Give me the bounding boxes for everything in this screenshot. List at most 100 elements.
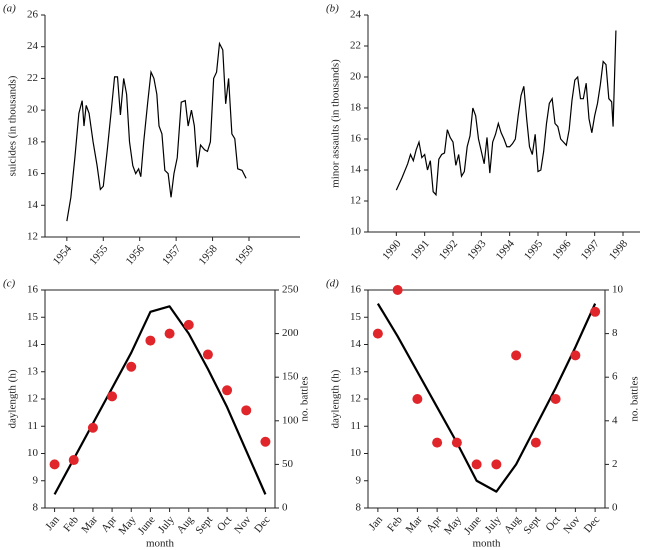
x-tick-label: 1991: [409, 238, 432, 263]
y-tick-label: 11: [27, 420, 38, 432]
panel-label: (b): [326, 3, 339, 15]
x-tick-label: Dec: [252, 514, 273, 535]
data-point: [260, 436, 271, 447]
data-point: [491, 459, 502, 470]
y-axis-label: minor assaults (in thousands): [330, 59, 342, 188]
y-tick-label: 8: [356, 502, 362, 514]
data-point: [145, 335, 156, 346]
data-point: [471, 459, 482, 470]
x-tick-label: Feb: [385, 513, 405, 534]
data-point: [432, 437, 443, 448]
y-tick-label: 12: [27, 393, 38, 405]
x-tick-label: Jan: [43, 513, 62, 532]
y-tick-label: 16: [27, 167, 39, 179]
data-line: [66, 41, 247, 222]
data-line: [395, 30, 617, 197]
data-point: [570, 350, 581, 361]
x-tick-label: 1955: [87, 242, 111, 267]
x-tick-label: Nov: [561, 513, 583, 536]
x-tick-label: 1958: [196, 242, 220, 267]
data-line: [53, 305, 267, 495]
y-tick-label: 15: [350, 311, 362, 323]
plot-frame: [367, 289, 606, 509]
data-point: [183, 319, 194, 330]
y-axis-label: suicides (in thousands): [7, 75, 19, 176]
x-tick-label: July: [156, 513, 177, 535]
y-axis-label: daylength (h): [330, 369, 342, 428]
panel-label: (a): [3, 3, 16, 15]
data-point: [222, 385, 233, 396]
panel-label: (d): [326, 278, 339, 290]
y-tick-label: 24: [350, 9, 362, 21]
data-point: [511, 350, 522, 361]
y-tick-label: 14: [350, 164, 362, 176]
y-tick-label: 10: [27, 447, 39, 459]
data-point: [392, 285, 403, 295]
y-tick-label: 26: [27, 9, 39, 21]
y-tick-label: 14: [27, 199, 39, 211]
y2-tick-label: 4: [612, 414, 618, 426]
y-tick-label: 14: [350, 338, 362, 350]
x-tick-label: Mar: [404, 514, 425, 536]
data-point: [412, 394, 423, 404]
plot-frame: [44, 289, 276, 509]
y-tick-label: 9: [33, 474, 39, 486]
x-tick-label: 1992: [437, 238, 460, 263]
x-tick-label: Aug: [502, 513, 524, 536]
x-tick-label: Nov: [232, 513, 254, 536]
x-tick-label: 1993: [465, 237, 489, 262]
y-tick-label: 18: [27, 135, 39, 147]
y2-tick-label: 6: [612, 371, 618, 383]
y2-tick-label: 0: [612, 502, 618, 514]
x-tick-label: June: [462, 514, 484, 537]
data-point: [550, 394, 561, 404]
data-point: [107, 391, 118, 402]
y2-axis-label: no. battles: [629, 376, 641, 421]
x-tick-label: Sept: [521, 514, 543, 537]
x-tick-label: 1954: [51, 242, 75, 267]
y-tick-label: 16: [27, 284, 39, 296]
y-tick-label: 18: [350, 102, 362, 114]
y-tick-label: 20: [350, 71, 362, 83]
x-tick-label: May: [116, 513, 138, 537]
y-tick-label: 16: [350, 133, 362, 145]
y2-tick-label: 8: [612, 327, 618, 339]
data-point: [68, 455, 79, 466]
x-tick-label: Sept: [193, 514, 215, 537]
y-tick-label: 13: [350, 365, 362, 377]
data-point: [164, 328, 175, 339]
y-tick-label: 16: [350, 284, 362, 296]
data-point: [590, 306, 601, 317]
y-tick-label: 12: [27, 231, 38, 243]
panel-label: (c): [3, 278, 16, 290]
y-tick-label: 12: [350, 195, 361, 207]
data-point: [372, 328, 383, 339]
x-tick-label: Apr: [99, 514, 119, 535]
x-tick-label: Oct: [543, 514, 562, 534]
x-tick-label: 1990: [380, 237, 404, 262]
x-tick-label: Feb: [61, 513, 81, 534]
y-tick-label: 22: [350, 40, 361, 52]
y-tick-label: 10: [350, 447, 362, 459]
y2-tick-label: 2: [612, 458, 618, 470]
x-tick-label: May: [442, 513, 464, 537]
data-point: [49, 459, 60, 470]
y2-tick-label: 150: [282, 371, 299, 383]
y2-tick-label: 0: [282, 502, 288, 514]
y-tick-label: 15: [27, 311, 39, 323]
x-tick-label: 1956: [124, 242, 148, 267]
x-tick-label: Jan: [366, 513, 385, 532]
x-tick-label: 1957: [160, 242, 184, 267]
data-point: [451, 437, 462, 448]
y2-tick-label: 250: [282, 284, 299, 296]
y-tick-label: 14: [27, 338, 39, 350]
y2-tick-label: 10: [612, 284, 624, 296]
x-tick-label: Dec: [582, 514, 603, 535]
y-tick-label: 22: [27, 72, 38, 84]
data-point: [126, 361, 137, 372]
data-line: [376, 303, 597, 493]
data-point: [241, 405, 252, 416]
y-tick-label: 13: [27, 365, 39, 377]
y2-axis-label: no. battles: [299, 376, 311, 421]
